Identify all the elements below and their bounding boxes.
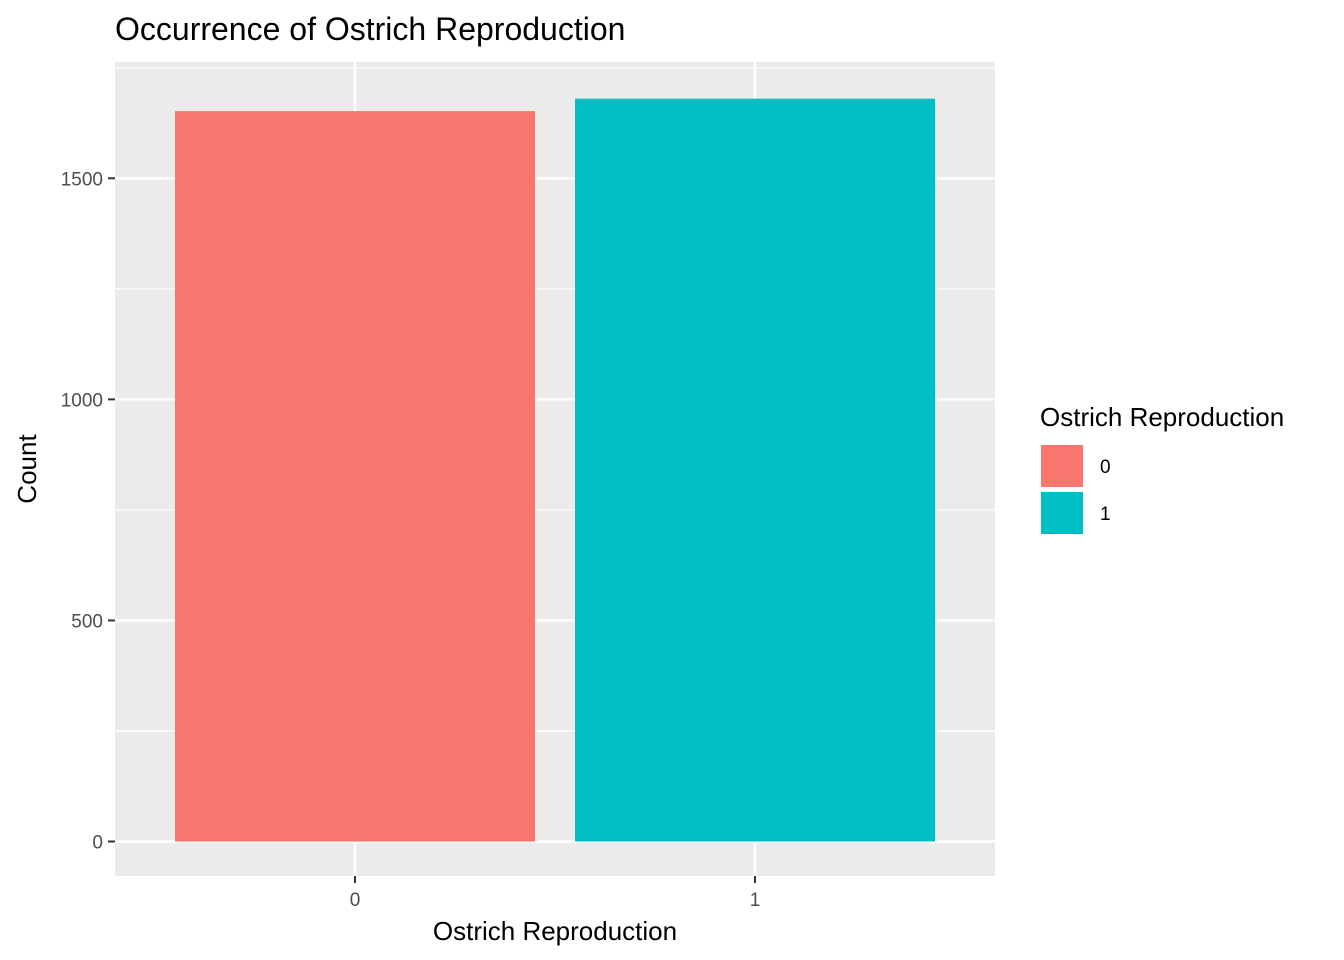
legend-title: Ostrich Reproduction bbox=[1040, 402, 1284, 432]
legend-entries: 01 bbox=[1039, 443, 1111, 536]
legend-label-1: 1 bbox=[1100, 504, 1111, 525]
bars bbox=[175, 98, 935, 842]
y-axis-title: Count bbox=[12, 434, 42, 504]
y-tick-label: 1500 bbox=[61, 169, 103, 190]
x-axis-title: Ostrich Reproduction bbox=[433, 916, 677, 946]
legend: Ostrich Reproduction 01 bbox=[1039, 402, 1284, 536]
legend-label-0: 0 bbox=[1100, 457, 1111, 478]
x-tick-label: 1 bbox=[750, 890, 761, 911]
legend-key-0 bbox=[1039, 443, 1085, 489]
y-tick-label: 500 bbox=[71, 611, 103, 632]
y-tick-label: 1000 bbox=[61, 390, 103, 411]
bar-1 bbox=[575, 98, 935, 842]
y-axis: 0 500 1000 1500 bbox=[61, 169, 115, 854]
bar-0 bbox=[175, 111, 535, 842]
chart-title: Occurrence of Ostrich Reproduction bbox=[115, 11, 625, 47]
y-tick-label: 0 bbox=[92, 833, 103, 854]
legend-key-1 bbox=[1039, 490, 1085, 536]
x-tick-label: 0 bbox=[350, 890, 361, 911]
